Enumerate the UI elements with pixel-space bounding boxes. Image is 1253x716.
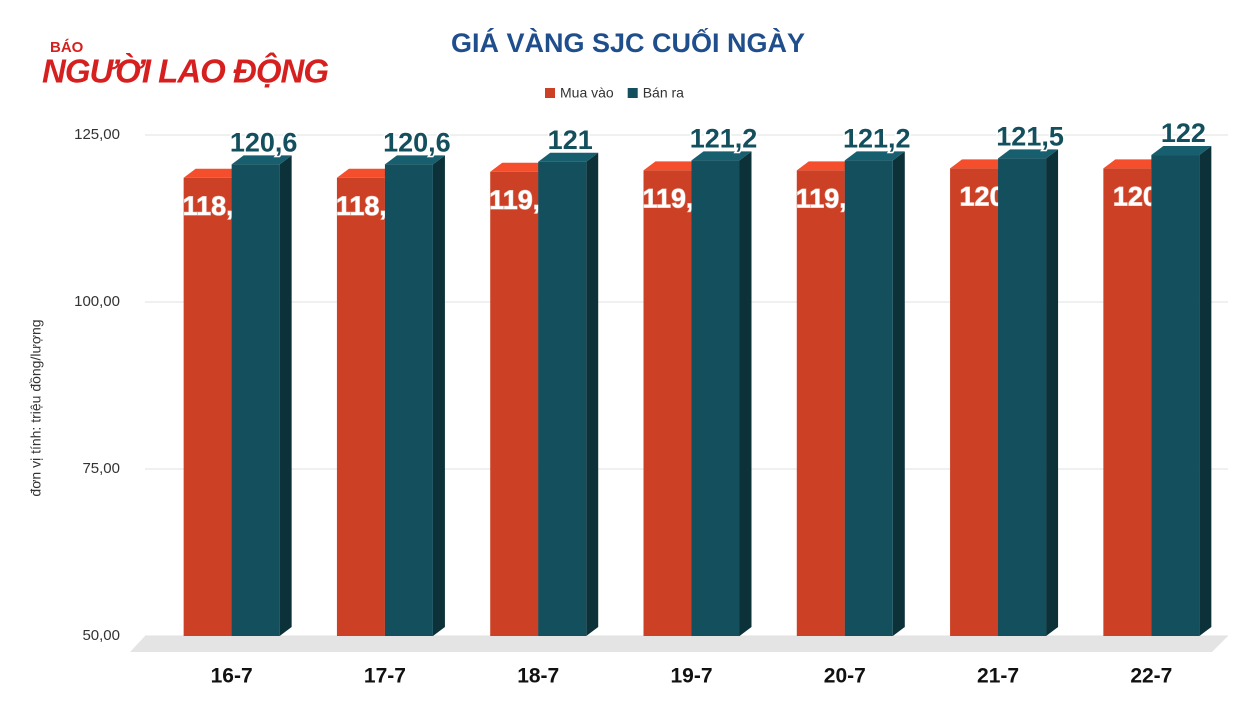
value-label: 120 (960, 182, 1005, 212)
bar-front (643, 170, 692, 637)
bar (998, 149, 1059, 636)
value-label: 121,2 (690, 124, 758, 154)
y-axis-label: đơn vị tính: triệu đồng/lượng (28, 319, 44, 496)
bar-side (1199, 146, 1212, 637)
logo: BÁO NGƯỜI LAO ĐỘNG (42, 39, 329, 90)
value-label: 121,2 (843, 124, 911, 154)
bar-front (691, 160, 740, 636)
bar-front (1103, 168, 1152, 636)
bar-top (231, 155, 292, 165)
bar (231, 155, 292, 636)
value-label: 122 (1161, 118, 1206, 148)
bar (538, 152, 599, 636)
logo-small: BÁO (50, 39, 84, 56)
bar-front (231, 164, 280, 636)
x-tick-label: 22-7 (1130, 665, 1172, 688)
bar-front (384, 164, 433, 636)
x-tick-label: 21-7 (977, 665, 1019, 688)
bar-top (490, 162, 551, 172)
bar-top (1151, 146, 1212, 156)
bar-top (183, 168, 244, 178)
bar-front (844, 160, 893, 636)
legend-label: Bán ra (643, 85, 684, 101)
legend-swatch (545, 88, 555, 98)
value-label: 120,6 (230, 128, 298, 158)
bar-top (336, 168, 397, 178)
x-tick-label: 20-7 (824, 665, 866, 688)
bar-side (279, 155, 292, 636)
y-tick-label: 125,00 (74, 126, 120, 143)
floor (130, 636, 1228, 652)
bar (844, 151, 905, 636)
x-tick-label: 19-7 (670, 665, 712, 688)
bar-side (586, 152, 599, 636)
bar-top (384, 155, 445, 165)
bar-front (796, 170, 845, 637)
bar-top (950, 159, 1011, 169)
bar-side (1046, 149, 1059, 636)
legend: Mua vào Bán ra (545, 85, 684, 101)
bar-top (1103, 159, 1164, 169)
value-label: 121 (548, 125, 593, 155)
bar-front (490, 171, 539, 637)
bar-top (643, 161, 704, 171)
value-label: 120,6 (383, 128, 451, 158)
bar-front (950, 168, 999, 636)
x-tick-label: 16-7 (211, 665, 253, 688)
bar-side (739, 151, 752, 636)
bar (1151, 146, 1212, 637)
y-tick-label: 75,00 (82, 460, 120, 477)
bar-side (432, 155, 445, 636)
bar-top (796, 161, 857, 171)
bar-top (844, 151, 905, 161)
bar-front (1151, 155, 1200, 637)
value-label: 121,5 (996, 122, 1064, 152)
bar (691, 151, 752, 636)
bar-top (538, 152, 599, 162)
legend-swatch (627, 88, 638, 98)
bar-front (998, 158, 1047, 636)
legend-label: Mua vào (560, 85, 614, 101)
bar (384, 155, 445, 636)
logo-main: NGƯỜI LAO ĐỘNG (42, 52, 328, 90)
chart-title: GIÁ VÀNG SJC CUỐI NGÀY (451, 26, 805, 58)
y-tick-label: 100,00 (74, 293, 120, 310)
value-label: 120 (1113, 182, 1158, 212)
bar-front (538, 161, 587, 636)
bar-side (892, 151, 905, 636)
bar-top (998, 149, 1059, 159)
y-tick-label: 50,00 (82, 627, 120, 644)
bar-top (691, 151, 752, 161)
bar-front (336, 177, 385, 636)
x-tick-label: 17-7 (364, 665, 406, 688)
bar-front (183, 177, 232, 636)
x-tick-label: 18-7 (517, 665, 559, 688)
